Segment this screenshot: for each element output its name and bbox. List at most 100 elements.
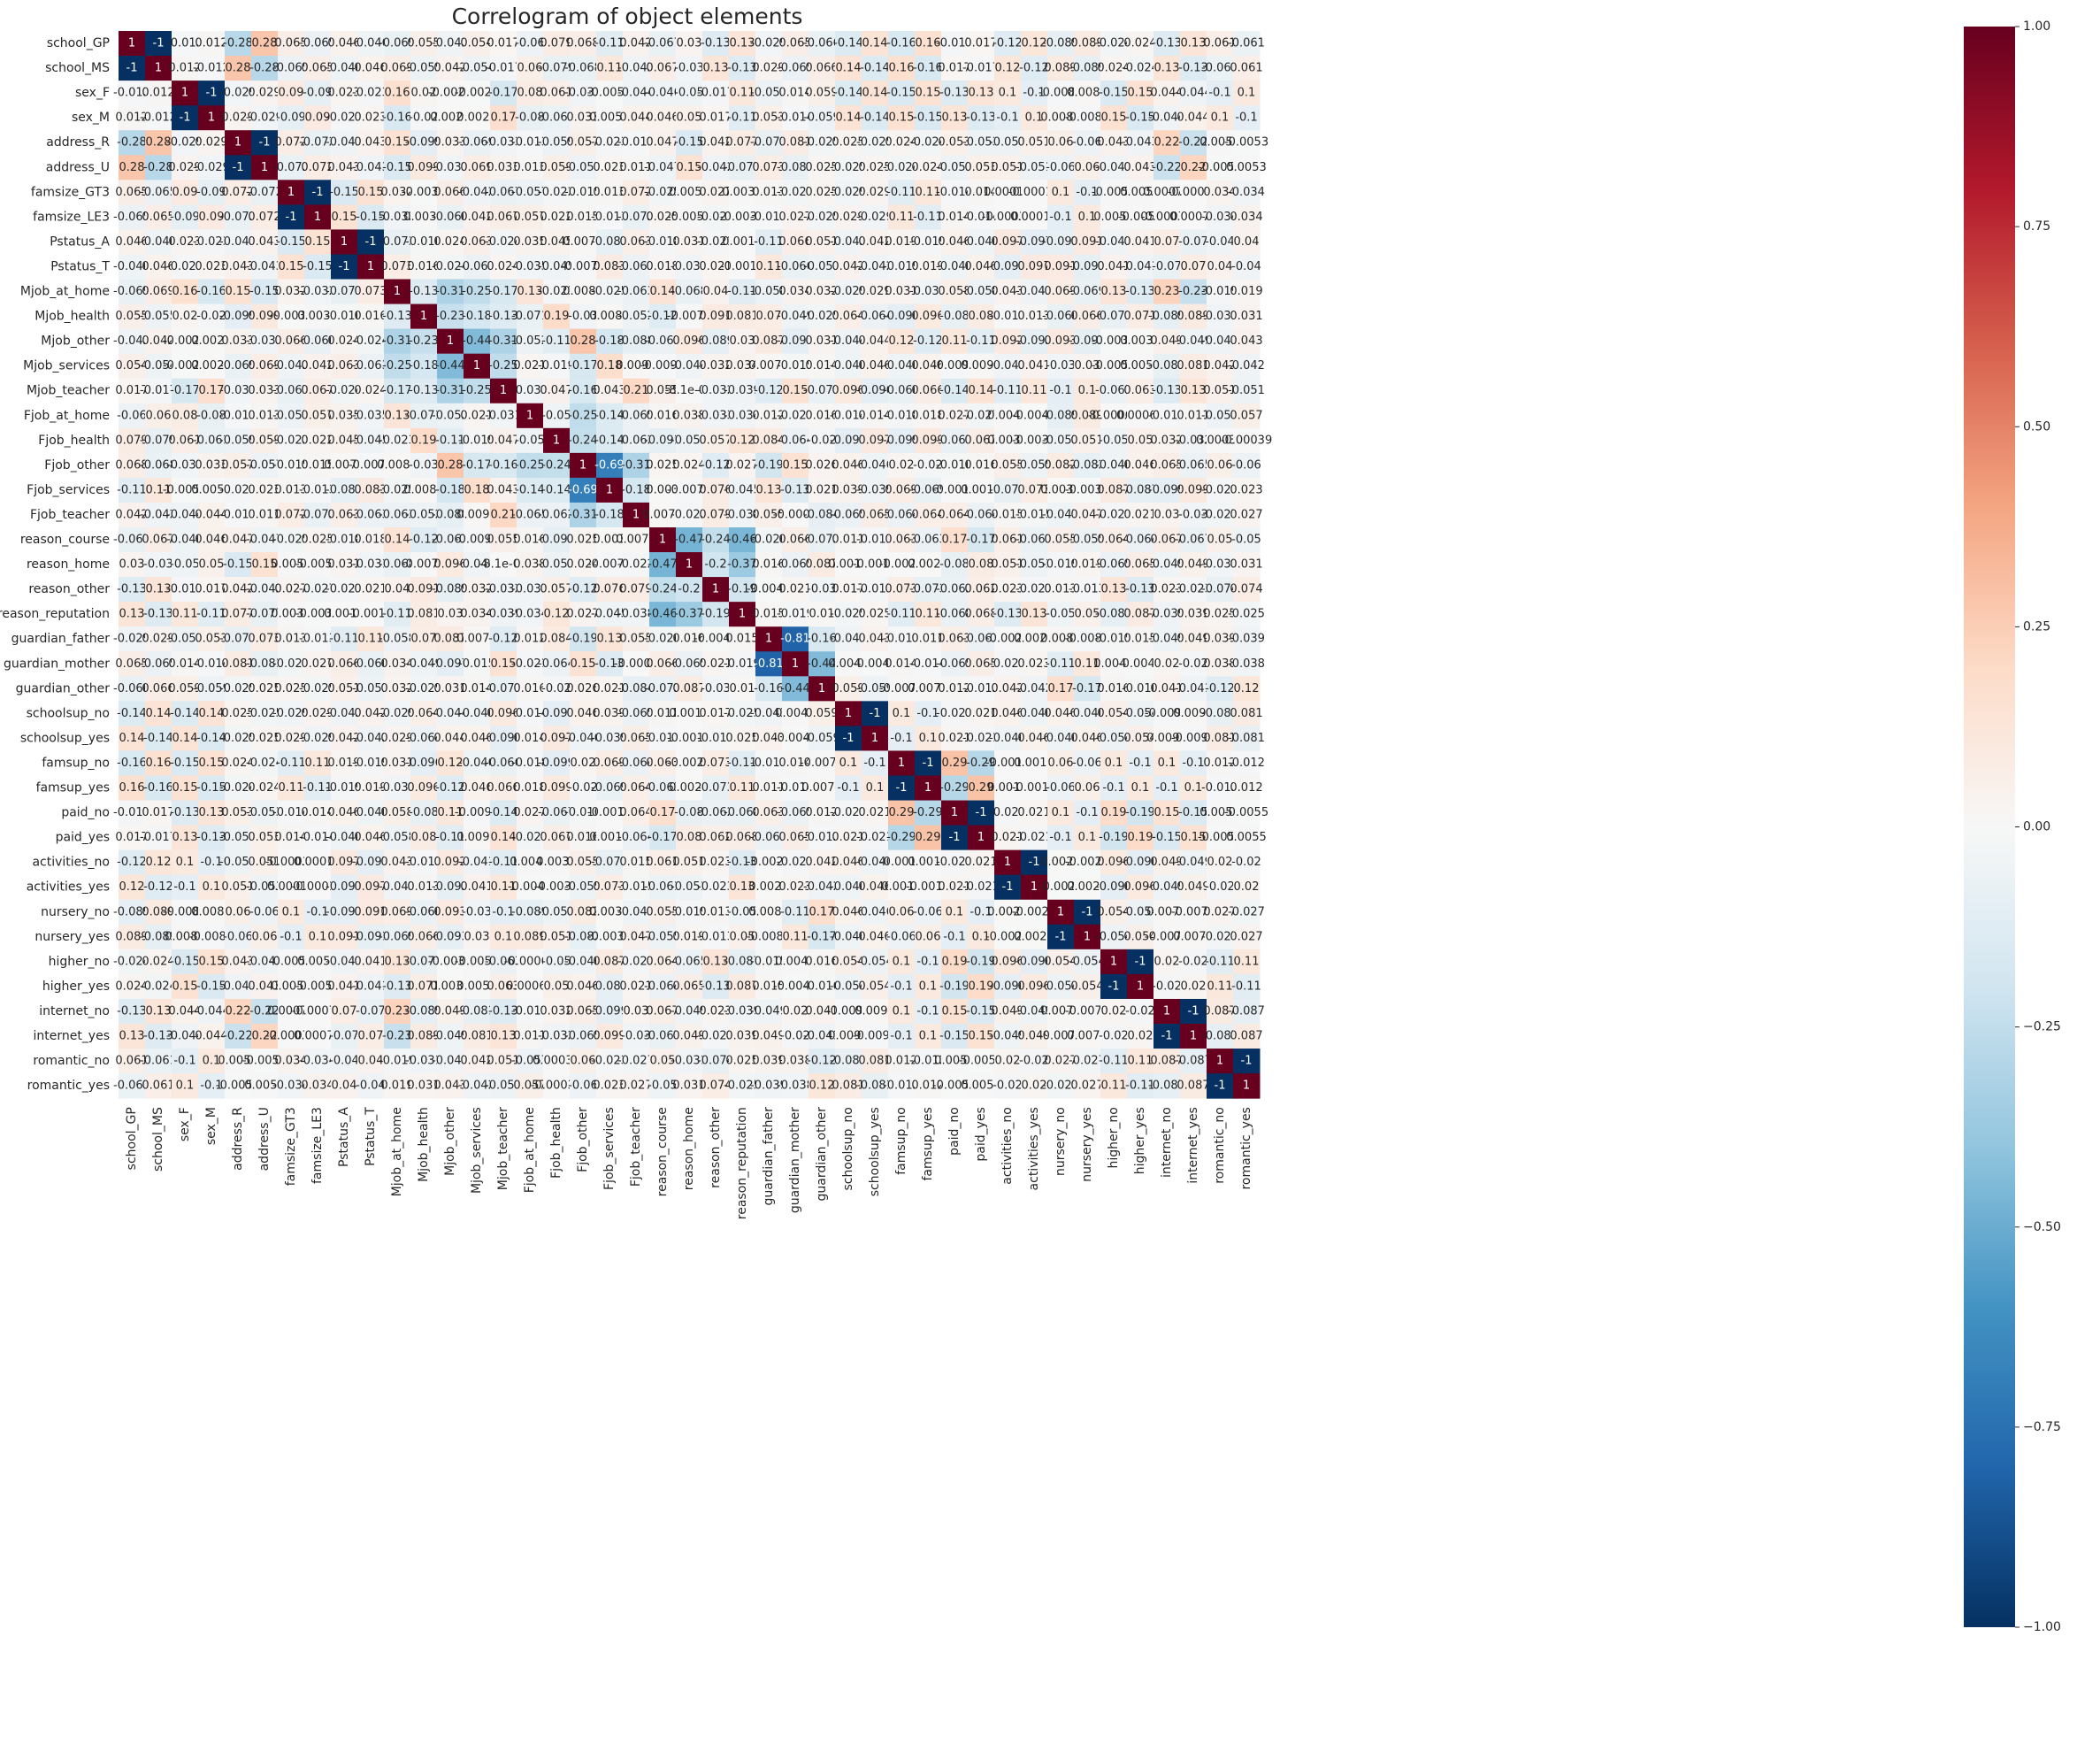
heatmap-cell [941, 31, 969, 57]
cell-value-label: -0.15 [356, 211, 386, 224]
cell-value-label: -0.051 [1228, 384, 1265, 397]
cell-value-label: 0.031 [1230, 558, 1262, 572]
cell-value-label: 0.02 [889, 458, 915, 472]
cell-value-label: -1 [923, 757, 934, 770]
cell-value-label: -0.15 [329, 186, 359, 199]
heatmap-cell [357, 180, 385, 205]
cell-value-label: -0.17 [488, 285, 518, 298]
cell-value-label: -0.053 [750, 87, 787, 100]
heatmap-cell [702, 130, 730, 156]
cell-value-label: 0.055 [407, 37, 440, 50]
cell-value-label: 0.13 [942, 111, 968, 125]
heatmap-cell [517, 105, 544, 131]
cell-value-label: -0.1 [1076, 806, 1098, 819]
x-tick-label: paid_yes [974, 1107, 988, 1161]
cell-value-label: -0.14 [541, 483, 571, 496]
cell-value-label: 0.02 [995, 1055, 1021, 1068]
cell-value-label: -0.17 [568, 359, 598, 373]
colorbar-gradient [1964, 27, 2015, 1627]
cell-value-label: -0.11 [886, 186, 916, 199]
cell-value-label: 0.064 [619, 806, 652, 819]
heatmap-cell [145, 204, 172, 230]
heatmap-cell [994, 31, 1022, 57]
cell-value-label: 0.087 [1230, 1030, 1262, 1043]
heatmap-cell [862, 155, 889, 181]
heatmap-cell [1021, 204, 1048, 230]
heatmap-cell [729, 180, 756, 205]
cell-value-label: 0.043 [1097, 136, 1130, 150]
heatmap-cell [1233, 204, 1261, 230]
cell-value-label: 0.027 [1230, 508, 1262, 521]
colorbar-tick-label: 1.00 [2023, 19, 2050, 34]
heatmap-cell [357, 105, 385, 131]
cell-value-label: 0.043 [1123, 161, 1156, 174]
heatmap-cell [172, 180, 199, 205]
heatmap-cell [941, 56, 969, 81]
cell-value-label: 0.1 [999, 87, 1017, 100]
cell-value-label: -0.18 [462, 310, 492, 323]
x-tick-label: nursery_yes [1080, 1107, 1094, 1182]
heatmap-cell [331, 155, 358, 181]
heatmap-cell [490, 155, 517, 181]
heatmap-cell [1100, 81, 1128, 106]
cell-value-label: -0.042 [432, 37, 469, 50]
heatmap-cell [994, 180, 1022, 205]
cell-value-label: -0.025 [644, 186, 681, 199]
heatmap-cell [702, 105, 730, 131]
cell-value-label: 0.15 [199, 955, 225, 968]
cell-value-label: -0.029 [750, 37, 787, 50]
cell-value-label: 0.025 [646, 211, 678, 224]
y-tick-label: guardian_father [11, 632, 111, 646]
cell-value-label: -0.07 [356, 1004, 386, 1018]
heatmap-cell [1233, 105, 1261, 131]
x-tick-label: Fjob_at_home [523, 1107, 537, 1193]
cell-value-label: 0.027 [778, 211, 811, 224]
cell-value-label: -0.04 [1205, 235, 1235, 249]
heatmap-cell [437, 180, 464, 205]
cell-value-label: 0.057 [699, 434, 732, 447]
cell-value-label: -0.00072 [1141, 211, 1192, 224]
cell-value-label: -0.044 [1175, 87, 1212, 100]
cell-value-label: 0.14 [862, 87, 888, 100]
cell-value-label: 0.1 [1052, 806, 1070, 819]
cell-value-label: -0.31 [568, 508, 598, 521]
cell-value-label: 0.024 [885, 136, 917, 150]
cell-value-label: -0.00072 [1168, 186, 1219, 199]
cell-value-label: -0.15 [223, 558, 253, 572]
cell-value-label: -0.065 [777, 62, 814, 75]
heatmap-cell [384, 204, 411, 230]
x-tick-label: sex_M [204, 1107, 218, 1145]
x-tick-label: Mjob_at_home [390, 1107, 404, 1196]
heatmap-cell [331, 56, 358, 81]
cell-value-label: -0.18 [594, 508, 625, 521]
heatmap-cell [1207, 180, 1234, 205]
cell-value-label: 0.17 [942, 534, 968, 547]
cell-value-label: 0.15 [226, 285, 251, 298]
cell-value-label: 0.06 [517, 62, 543, 75]
cell-value-label: -0.025 [856, 136, 893, 150]
heatmap-cell [809, 31, 836, 57]
heatmap-cell [809, 81, 836, 106]
cell-value-label: 0.14 [146, 707, 172, 720]
y-tick-labels: school_GP school_MS sex_F sex_M address_Radd… [0, 36, 110, 1093]
cell-value-label: 0.027 [1070, 1079, 1103, 1093]
cell-value-label: -0.13 [701, 37, 731, 50]
heatmap-cell [570, 105, 597, 131]
cell-value-label: -0.029 [856, 211, 893, 224]
cell-value-label: 0.072 [248, 211, 280, 224]
cell-value-label: 0.12 [995, 62, 1021, 75]
cell-value-label: -0.15 [170, 757, 200, 770]
cell-value-label: 0.19 [942, 955, 968, 968]
cell-value-label: 0.029 [221, 111, 254, 125]
cell-value-label: -0.06 [223, 930, 253, 943]
cell-value-label: 0.025 [805, 186, 838, 199]
x-tick-label: internet_no [1160, 1107, 1174, 1178]
heatmap-cell [172, 155, 199, 181]
cell-value-label: 1 [181, 87, 188, 100]
cell-value-label: 0.046 [115, 235, 148, 249]
cell-value-label: -0.1 [1023, 87, 1045, 100]
heatmap-cell [623, 204, 650, 230]
cell-value-label: 1 [314, 211, 321, 224]
cell-value-label: 0.1 [1184, 781, 1203, 795]
cell-value-label: -0.029 [246, 111, 283, 125]
